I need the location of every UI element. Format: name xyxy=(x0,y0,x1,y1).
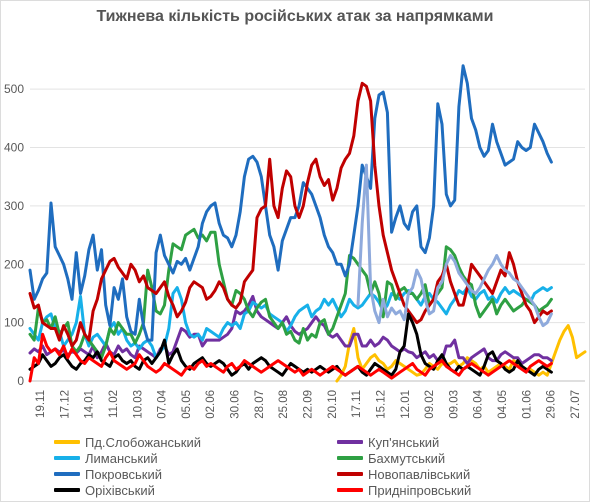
x-tick-label: 20.10 xyxy=(327,390,339,419)
x-tick-label: 15.12 xyxy=(375,390,387,419)
x-tick-label: 27.07 xyxy=(570,390,582,419)
y-tick-label: 200 xyxy=(4,257,24,271)
x-tick-label: 05.05 xyxy=(181,390,193,419)
x-tick-label: 14.01 xyxy=(84,390,96,419)
series-line-9 xyxy=(356,163,553,328)
y-tick-label: 0 xyxy=(17,374,24,388)
x-tick-label: 17.11 xyxy=(351,390,363,418)
series-line-5 xyxy=(28,64,553,342)
x-tick-label: 10.03 xyxy=(132,390,144,419)
x-tick-label: 01.06 xyxy=(521,390,533,419)
y-tick-label: 300 xyxy=(4,199,24,213)
x-tick-label: 29.06 xyxy=(546,390,558,419)
x-tick-label: 06.04 xyxy=(473,389,485,418)
series-line-6 xyxy=(28,81,553,348)
series-line-8 xyxy=(28,332,553,383)
x-tick-label: 28.07 xyxy=(254,390,266,419)
series-line-1 xyxy=(335,324,587,383)
x-tick-label: 25.08 xyxy=(278,390,290,419)
chart-title: Тижнева кількість російських атак за нап… xyxy=(96,8,494,25)
x-tick-label: 09.03 xyxy=(448,390,460,419)
x-tick-label: 17.12 xyxy=(59,390,71,419)
x-tick-label: 11.02 xyxy=(108,390,120,418)
x-tick-label: 22.09 xyxy=(303,390,315,419)
y-tick-label: 500 xyxy=(4,82,24,96)
x-tick-label: 07.04 xyxy=(157,389,169,418)
x-tick-label: 12.01 xyxy=(400,390,412,419)
x-tick-label: 19.11 xyxy=(35,390,47,418)
series-line-4 xyxy=(28,227,553,360)
y-tick-label: 400 xyxy=(4,141,24,155)
x-tick-label: 09.02 xyxy=(424,390,436,419)
x-tick-label: 30.06 xyxy=(230,390,242,419)
x-tick-label: 02.06 xyxy=(205,390,217,419)
y-tick-label: 100 xyxy=(4,316,24,330)
x-tick-label: 04.05 xyxy=(497,390,509,419)
